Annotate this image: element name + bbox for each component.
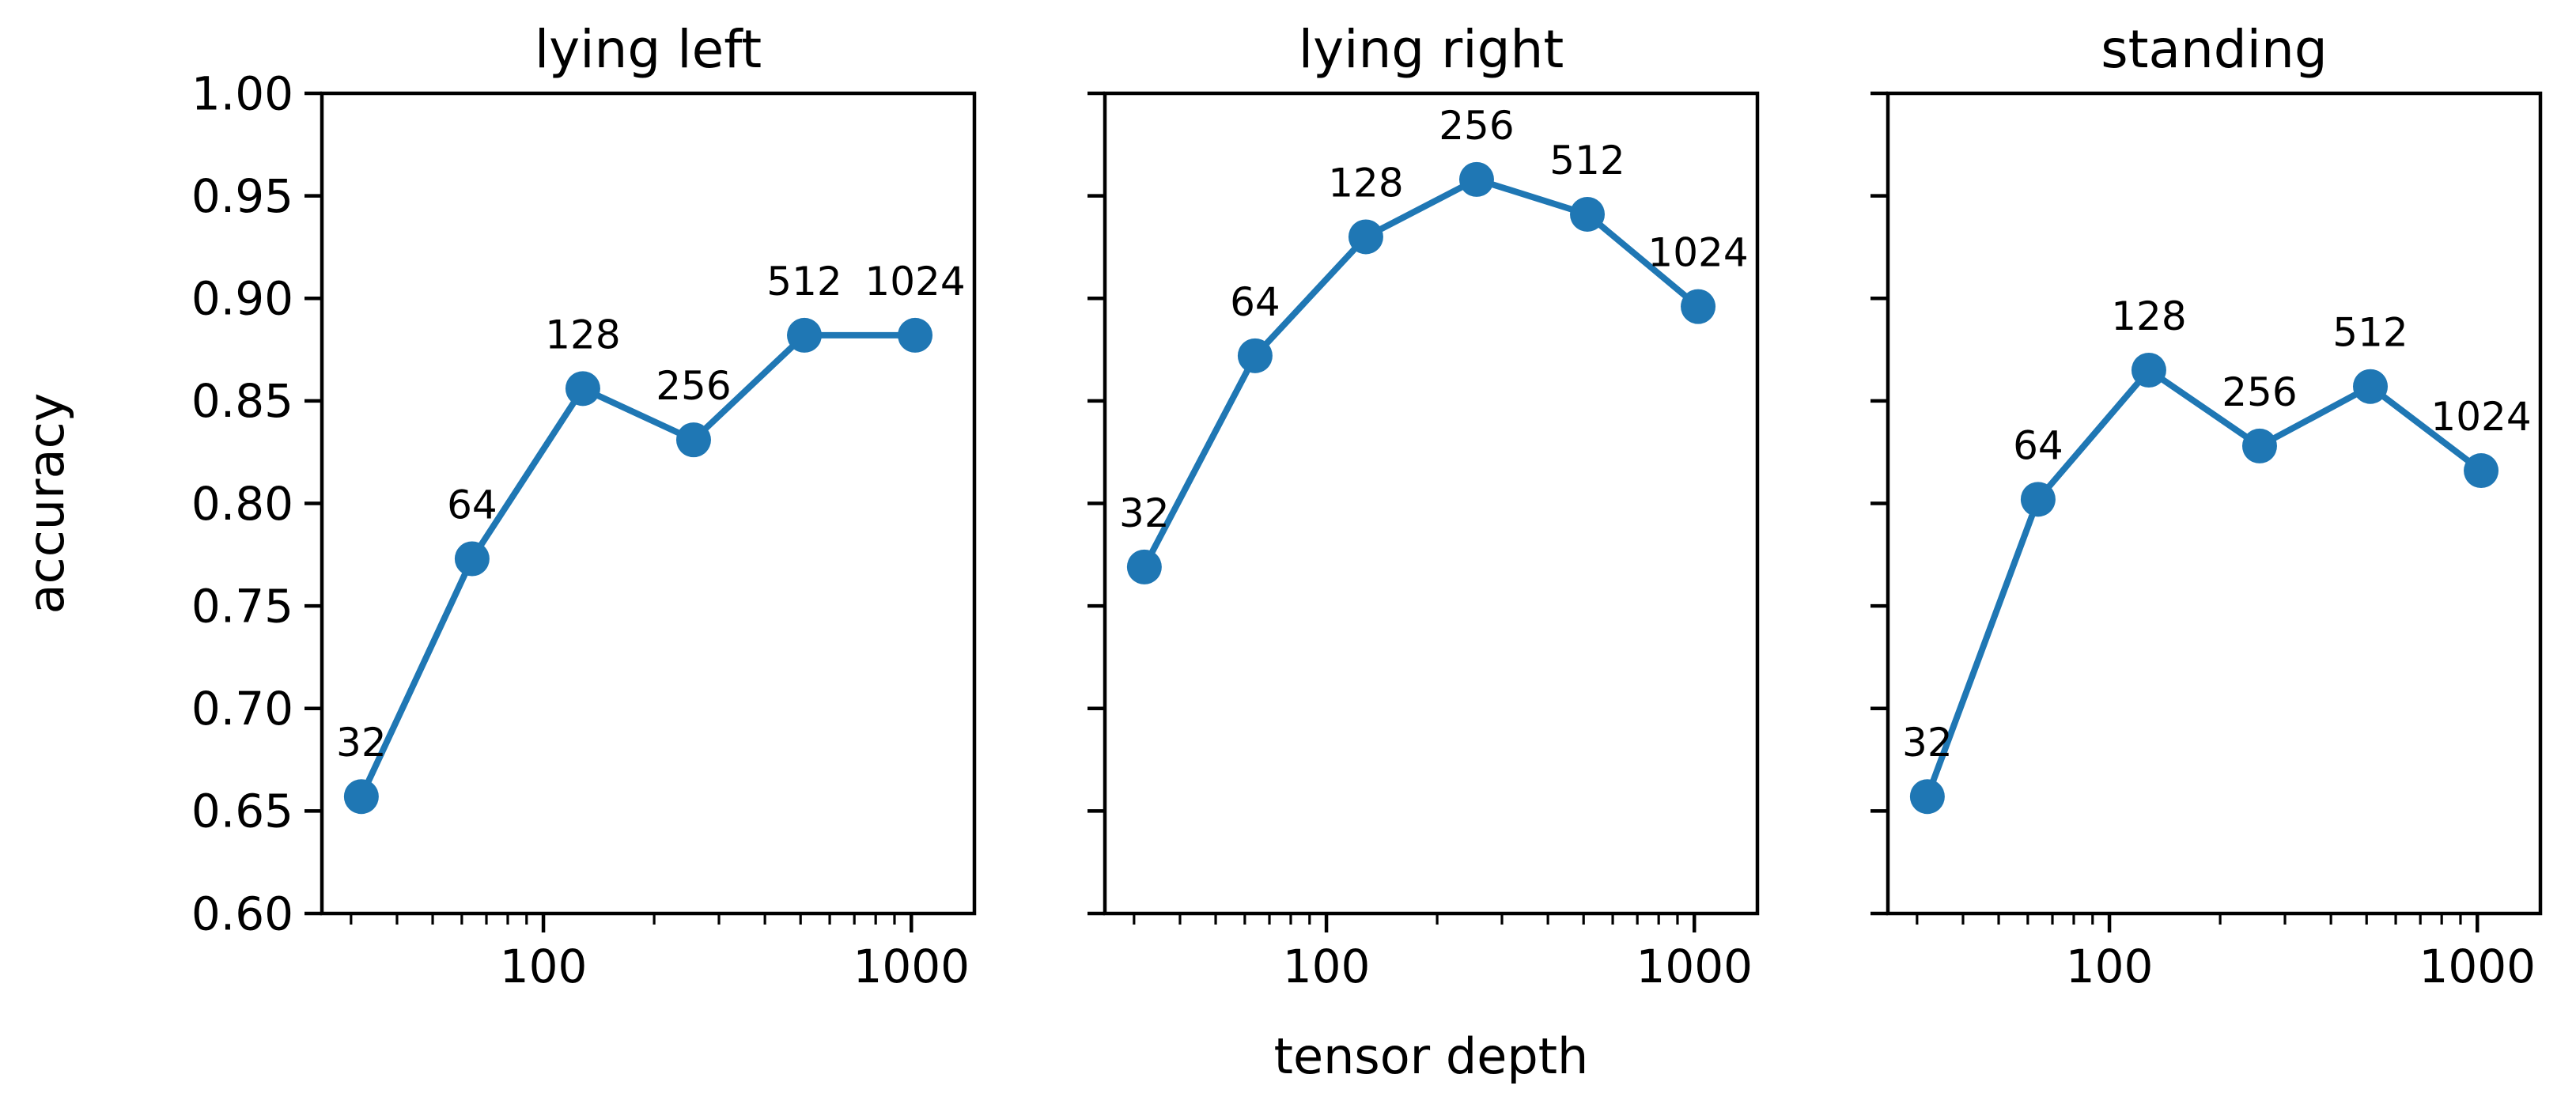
data-point-marker	[1126, 549, 1162, 584]
data-point-marker	[787, 317, 823, 353]
data-point-marker	[1681, 289, 1716, 324]
point-annotation: 1024	[2430, 394, 2531, 440]
point-annotation: 32	[1902, 720, 1953, 766]
data-point-marker	[675, 422, 711, 458]
axes-frame	[1886, 91, 2543, 916]
data-point-marker	[1237, 338, 1273, 373]
data-point-marker	[2131, 352, 2166, 388]
axes-frame	[1103, 91, 1760, 916]
data-point-marker	[2241, 428, 2277, 463]
panel-title: lying left	[535, 19, 762, 80]
data-point-marker	[1909, 779, 1945, 815]
data-point-marker	[2353, 369, 2389, 404]
x-tick-label: 1000	[2419, 940, 2536, 993]
y-tick-label: 0.85	[191, 374, 293, 428]
point-annotation: 512	[1549, 138, 1625, 183]
point-annotation: 512	[2332, 310, 2408, 356]
point-annotation: 128	[545, 312, 620, 357]
y-tick-label: 0.60	[191, 887, 293, 940]
point-annotation: 512	[766, 259, 842, 304]
point-annotation: 256	[2222, 369, 2297, 415]
data-line	[1140, 176, 1702, 570]
y-tick-label: 0.90	[191, 272, 293, 326]
panel-title: standing	[2101, 19, 2328, 80]
y-tick-label: 0.75	[191, 579, 293, 633]
y-tick-label: 0.65	[191, 785, 293, 838]
x-tick-label: 1000	[1636, 940, 1753, 993]
y-tick-label: 0.70	[191, 682, 293, 736]
point-annotation: 64	[447, 482, 497, 528]
y-tick-label: 0.80	[191, 477, 293, 531]
point-annotation: 32	[1119, 490, 1170, 536]
data-point-marker	[898, 317, 933, 353]
point-annotation: 128	[1328, 160, 1403, 206]
data-point-marker	[2464, 453, 2499, 489]
y-tick-label: 0.95	[191, 169, 293, 223]
panel-title: lying right	[1299, 19, 1564, 80]
point-annotation: 256	[1439, 103, 1514, 149]
x-axis-label: tensor depth	[1274, 1027, 1589, 1085]
data-line	[357, 331, 919, 800]
data-point-marker	[1570, 196, 1606, 232]
point-annotation: 128	[2111, 293, 2186, 339]
data-point-marker	[2020, 482, 2056, 517]
point-annotation: 64	[1230, 279, 1280, 325]
point-annotation: 1024	[1647, 230, 1748, 276]
data-point-marker	[1348, 219, 1383, 255]
data-line	[1923, 366, 2485, 800]
x-tick-label: 100	[1283, 940, 1371, 993]
point-annotation: 1024	[864, 259, 965, 304]
point-annotation: 32	[336, 720, 387, 766]
x-tick-label: 100	[2066, 940, 2154, 993]
point-annotation: 256	[656, 363, 731, 409]
x-tick-label: 1000	[853, 940, 970, 993]
data-point-marker	[343, 779, 379, 815]
point-annotation: 64	[2013, 422, 2063, 468]
y-axis-label: accuracy	[17, 393, 75, 615]
data-point-marker	[454, 541, 490, 577]
data-point-marker	[1458, 161, 1494, 197]
y-tick-label: 1.00	[191, 66, 293, 120]
x-tick-label: 100	[500, 940, 588, 993]
axes-frame	[320, 91, 977, 916]
data-point-marker	[565, 371, 600, 407]
